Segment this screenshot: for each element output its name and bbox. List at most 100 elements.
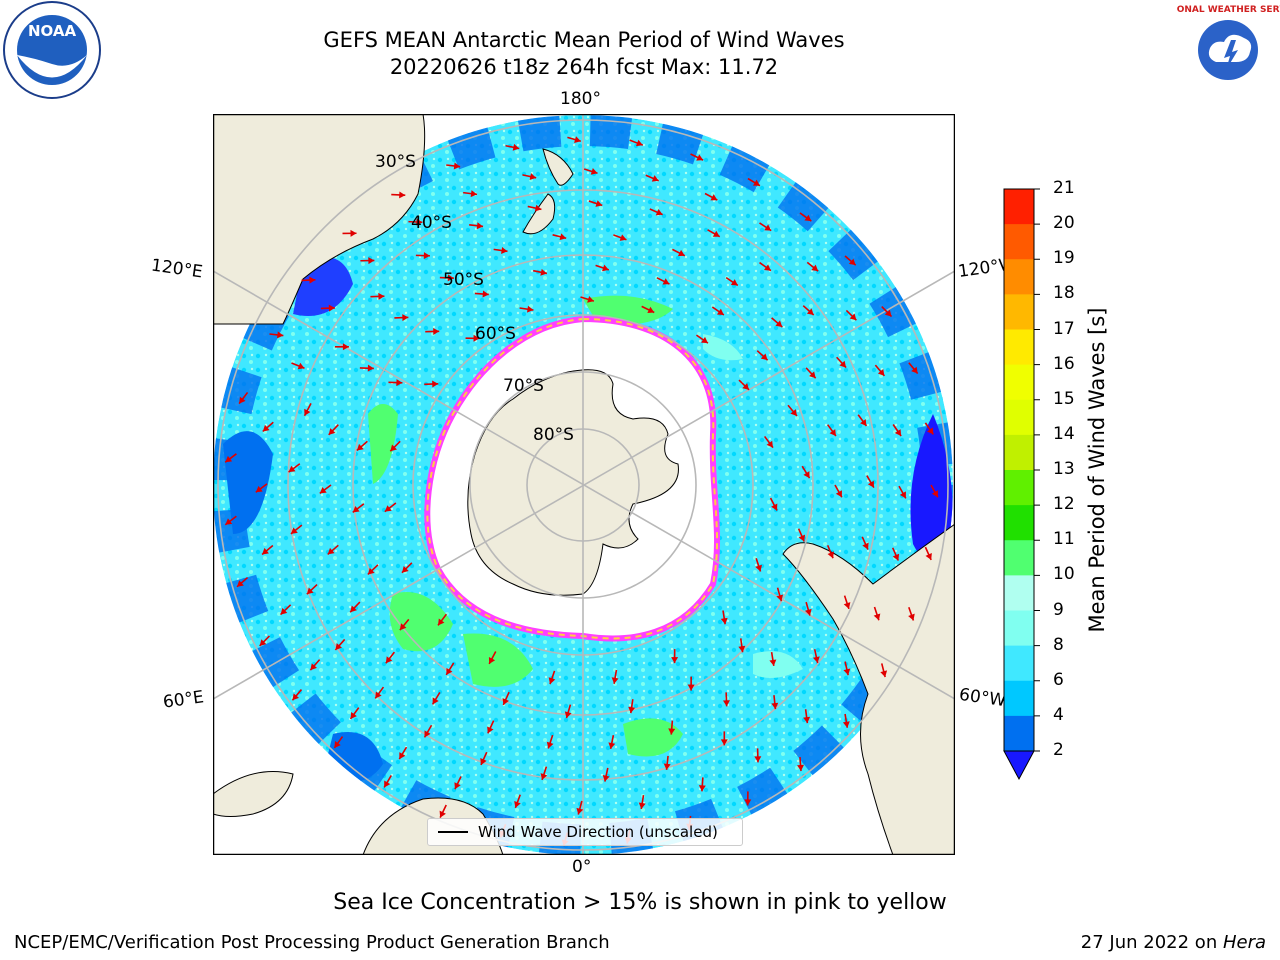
wave-direction-arrowhead <box>860 419 867 427</box>
wave-direction-arrowhead <box>548 677 556 685</box>
wave-direction-arrowhead <box>368 257 375 265</box>
lat-label-70s: 70°S <box>503 376 544 396</box>
wave-direction-arrowhead <box>849 313 857 321</box>
wave-direction-arrowhead <box>488 656 496 664</box>
wave-direction-arrowhead <box>628 706 636 714</box>
colorbar-tick-label: 20 <box>1053 213 1075 234</box>
wave-direction-arrowhead <box>375 691 382 699</box>
wave-direction-arrowhead <box>722 700 730 707</box>
wave-direction-arrowhead <box>797 764 805 772</box>
colorbar-segment <box>1004 434 1034 471</box>
wave-direction-arrowhead <box>671 657 679 664</box>
wave-direction-arrowhead <box>848 258 856 266</box>
wave-direction-arrowhead <box>399 191 406 199</box>
wave-direction-arrowhead <box>454 782 461 790</box>
wave-direction-arrowhead <box>806 308 814 316</box>
colorbar-segment <box>1004 399 1034 436</box>
wave-direction-arrowhead <box>432 697 439 705</box>
wave-direction-arrowhead <box>764 264 771 271</box>
colorbar-scale <box>1003 188 1040 781</box>
wave-direction-arrowhead <box>438 618 445 626</box>
wave-direction-arrowhead <box>237 580 244 587</box>
wave-direction-arrowhead <box>655 208 663 216</box>
wave-direction-arrowhead <box>638 802 646 809</box>
wave-direction-arrowhead <box>255 485 263 493</box>
wave-direction-arrowhead <box>880 670 888 678</box>
wave-direction-arrowhead <box>512 143 520 151</box>
wave-direction-arrowhead <box>297 362 305 370</box>
wave-direction-arrowhead <box>564 711 572 719</box>
wave-direction-arrowhead <box>482 290 489 298</box>
wave-direction-arrowhead <box>611 677 619 684</box>
wave-direction-arrowhead <box>752 179 760 186</box>
wave-direction-arrowhead <box>738 645 746 653</box>
wave-direction-arrowhead <box>424 730 431 738</box>
wave-direction-arrowhead <box>399 623 407 631</box>
wave-direction-arrowhead <box>262 547 269 555</box>
wave-direction-arrowhead <box>843 668 851 676</box>
wave-direction-arrowhead <box>540 773 548 780</box>
footer-host: Hera <box>1222 932 1266 953</box>
wave-direction-arrowhead <box>701 336 708 344</box>
footer-date-text: 27 Jun 2022 on <box>1080 932 1223 953</box>
wave-direction-arrowhead <box>534 204 542 212</box>
wave-direction-arrowhead <box>384 505 392 512</box>
wave-direction-arrowhead <box>416 218 423 226</box>
wave-direction-arrowhead <box>877 369 885 376</box>
wave-direction-arrowhead <box>602 264 609 272</box>
wave-direction-arrowhead <box>619 234 627 241</box>
graticule <box>213 114 955 855</box>
wave-direction-arrowhead <box>647 306 655 314</box>
colorbar-segment <box>1004 364 1034 401</box>
wave-direction-arrowhead <box>225 455 233 463</box>
wave-direction-arrowhead <box>446 667 453 675</box>
colorbar-tick-label: 15 <box>1053 388 1075 409</box>
wave-direction-arrowhead <box>304 408 311 416</box>
wave-direction-arrowhead <box>514 801 521 808</box>
wave-direction-arrowhead <box>328 428 336 435</box>
wave-direction-arrowhead <box>677 249 685 257</box>
wave-direction-arrowhead <box>352 505 360 513</box>
wave-direction-arrowhead <box>663 763 671 770</box>
wave-direction-arrowhead <box>776 594 784 602</box>
lat-label-40s: 40°S <box>411 213 452 233</box>
colorbar-tick-label: 11 <box>1053 529 1075 550</box>
wave-direction-arrowhead <box>350 605 357 613</box>
wave-direction-arrowhead <box>716 308 724 315</box>
wave-direction-arrowhead <box>378 292 385 300</box>
wave-direction-arrowhead <box>804 214 812 222</box>
wave-direction-arrowhead <box>319 487 327 494</box>
wave-direction-arrowhead <box>327 547 335 555</box>
wave-direction-arrowhead <box>884 309 892 317</box>
colorbar-segment <box>1004 294 1034 330</box>
colorbar-segment <box>1004 329 1034 366</box>
colorbar-tick-label: 21 <box>1053 178 1075 198</box>
wave-direction-arrowhead <box>803 471 810 479</box>
wave-direction-arrowhead <box>306 587 314 595</box>
colorbar-segment <box>1004 610 1034 647</box>
wave-direction-arrowhead <box>742 383 750 390</box>
wave-direction-arrowhead <box>390 444 398 452</box>
lon-label-120e: 120°E <box>149 255 204 283</box>
wave-direction-arrowhead <box>635 139 643 147</box>
colorbar-tick-label: 6 <box>1053 669 1064 690</box>
wave-direction-arrowhead <box>803 716 811 724</box>
wave-direction-arrowhead <box>892 553 900 561</box>
colorbar-segment <box>1004 715 1034 752</box>
wave-direction-arrowhead <box>433 327 440 335</box>
wave-direction-arrowhead <box>574 136 581 143</box>
wave-direction-arrowhead <box>730 279 738 286</box>
chart-subtitle: 20220626 t18z 264h fcst Max: 11.72 <box>389 55 779 79</box>
wave-direction-arrowhead <box>764 224 772 231</box>
colorbar-tick-label: 18 <box>1053 283 1075 304</box>
wave-direction-arrowhead <box>602 774 610 782</box>
wave-direction-arrowhead <box>668 728 676 735</box>
wave-direction-arrowhead <box>576 807 584 815</box>
footer-credit: NCEP/EMC/Verification Post Processing Pr… <box>14 932 610 953</box>
wave-direction-arrowhead <box>769 659 777 666</box>
wave-direction-arrowhead <box>873 613 881 621</box>
colorbar-tick-label: 13 <box>1053 459 1075 479</box>
colorbar-segment <box>1004 540 1034 576</box>
wave-direction-arrowhead <box>829 429 836 437</box>
wave-direction-arrowhead <box>367 364 374 372</box>
